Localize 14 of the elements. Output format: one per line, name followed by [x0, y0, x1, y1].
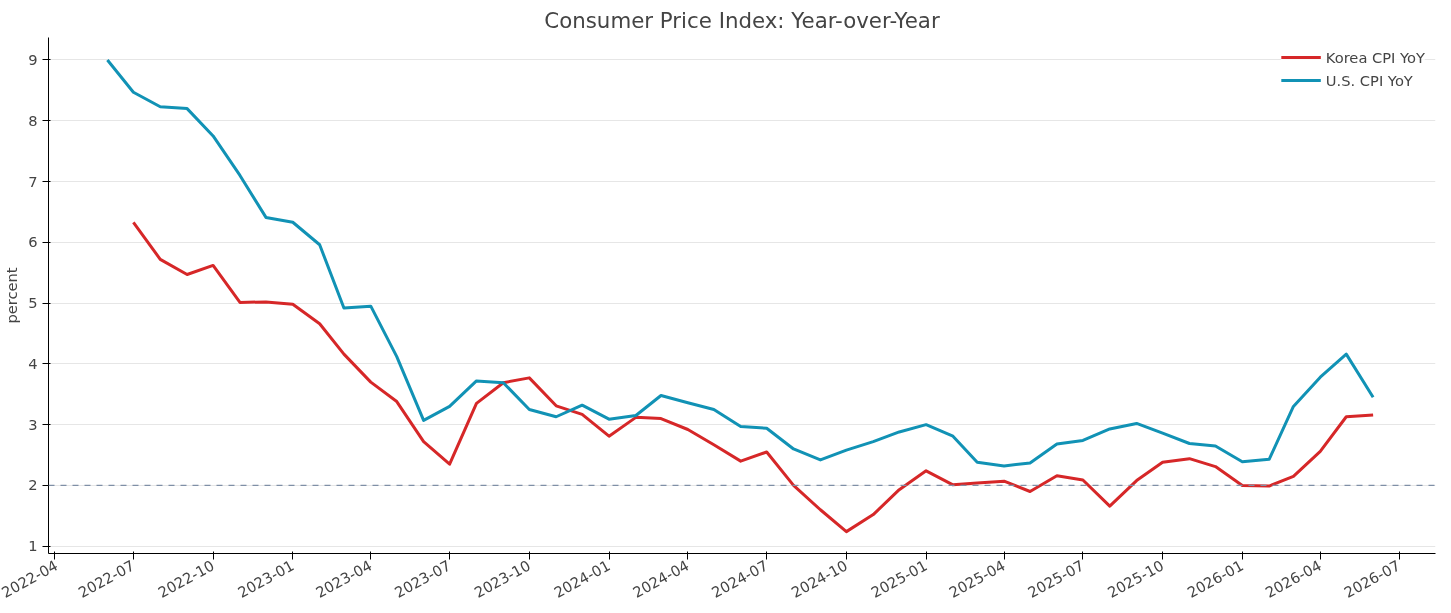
y-tick-label: 7 [28, 172, 38, 190]
chart-title: Consumer Price Index: Year-over-Year [544, 7, 940, 33]
y-axis-title: percent [3, 267, 21, 324]
y-tick-label: 2 [28, 476, 38, 494]
y-tick-label: 4 [28, 354, 38, 372]
y-tick-label: 8 [28, 111, 38, 129]
y-tick-label: 6 [28, 233, 38, 251]
line-series [131, 220, 1375, 534]
legend-label: U.S. CPI YoY [1325, 71, 1413, 89]
y-tick-label: 5 [28, 294, 38, 312]
y-tick-label: 1 [28, 537, 38, 555]
legend-label: Korea CPI YoY [1325, 48, 1425, 66]
y-tick-label: 3 [28, 415, 38, 433]
y-tick-label: 9 [28, 50, 38, 68]
